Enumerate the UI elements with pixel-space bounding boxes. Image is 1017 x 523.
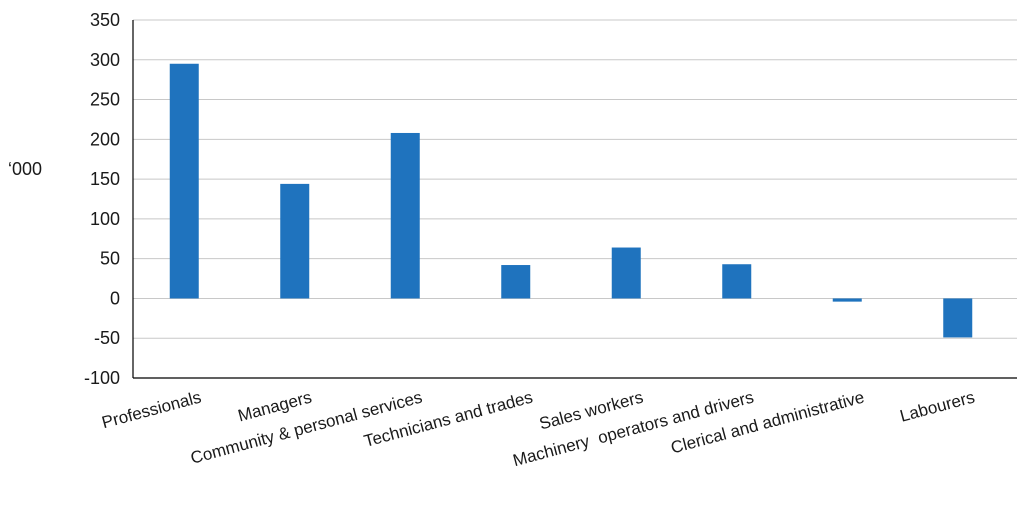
bar xyxy=(169,63,199,299)
bar xyxy=(943,298,973,338)
axes xyxy=(132,20,1017,379)
bar xyxy=(501,265,531,299)
y-tick-label: 250 xyxy=(90,90,120,110)
y-axis-tick-labels: 350 300 250 200 150 100 50 0 -50 -100 xyxy=(84,10,120,388)
bar xyxy=(280,183,310,299)
bar xyxy=(722,264,752,299)
x-category-label: Clerical and administrative xyxy=(669,388,866,458)
bar xyxy=(832,298,862,302)
bar xyxy=(390,132,420,299)
y-tick-label: 300 xyxy=(90,50,120,70)
gridlines xyxy=(133,19,1017,339)
y-tick-label: -100 xyxy=(84,368,120,388)
y-tick-label: 0 xyxy=(110,288,120,308)
y-tick-label: 200 xyxy=(90,129,120,149)
x-category-label: Professionals xyxy=(100,388,204,433)
y-tick-label: 100 xyxy=(90,209,120,229)
y-tick-label: 350 xyxy=(90,10,120,30)
x-category-label: Labourers xyxy=(898,388,977,426)
y-tick-label: 50 xyxy=(100,249,120,269)
y-tick-label: 150 xyxy=(90,169,120,189)
y-axis-unit-label: ‘000 xyxy=(8,159,42,179)
bar xyxy=(611,247,641,299)
y-tick-label: -50 xyxy=(94,328,120,348)
bars xyxy=(169,63,973,338)
